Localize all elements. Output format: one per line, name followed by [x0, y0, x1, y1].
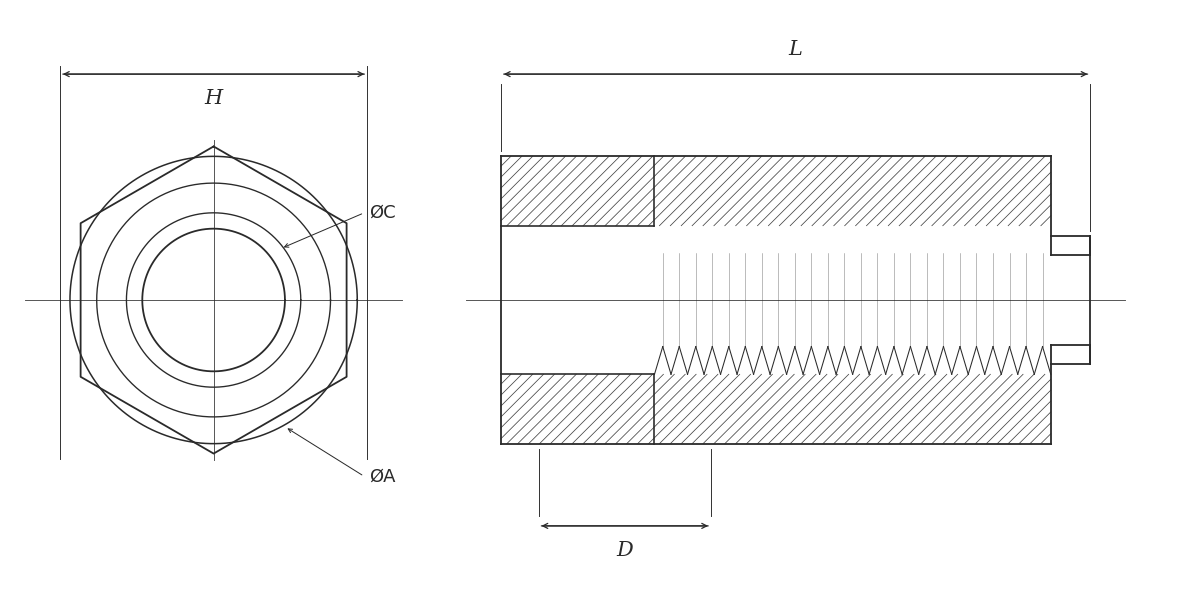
Text: H: H [204, 89, 223, 108]
Text: ØA: ØA [370, 467, 396, 485]
Text: ØC: ØC [370, 204, 396, 222]
Text: L: L [788, 40, 803, 59]
Text: D: D [617, 541, 634, 560]
